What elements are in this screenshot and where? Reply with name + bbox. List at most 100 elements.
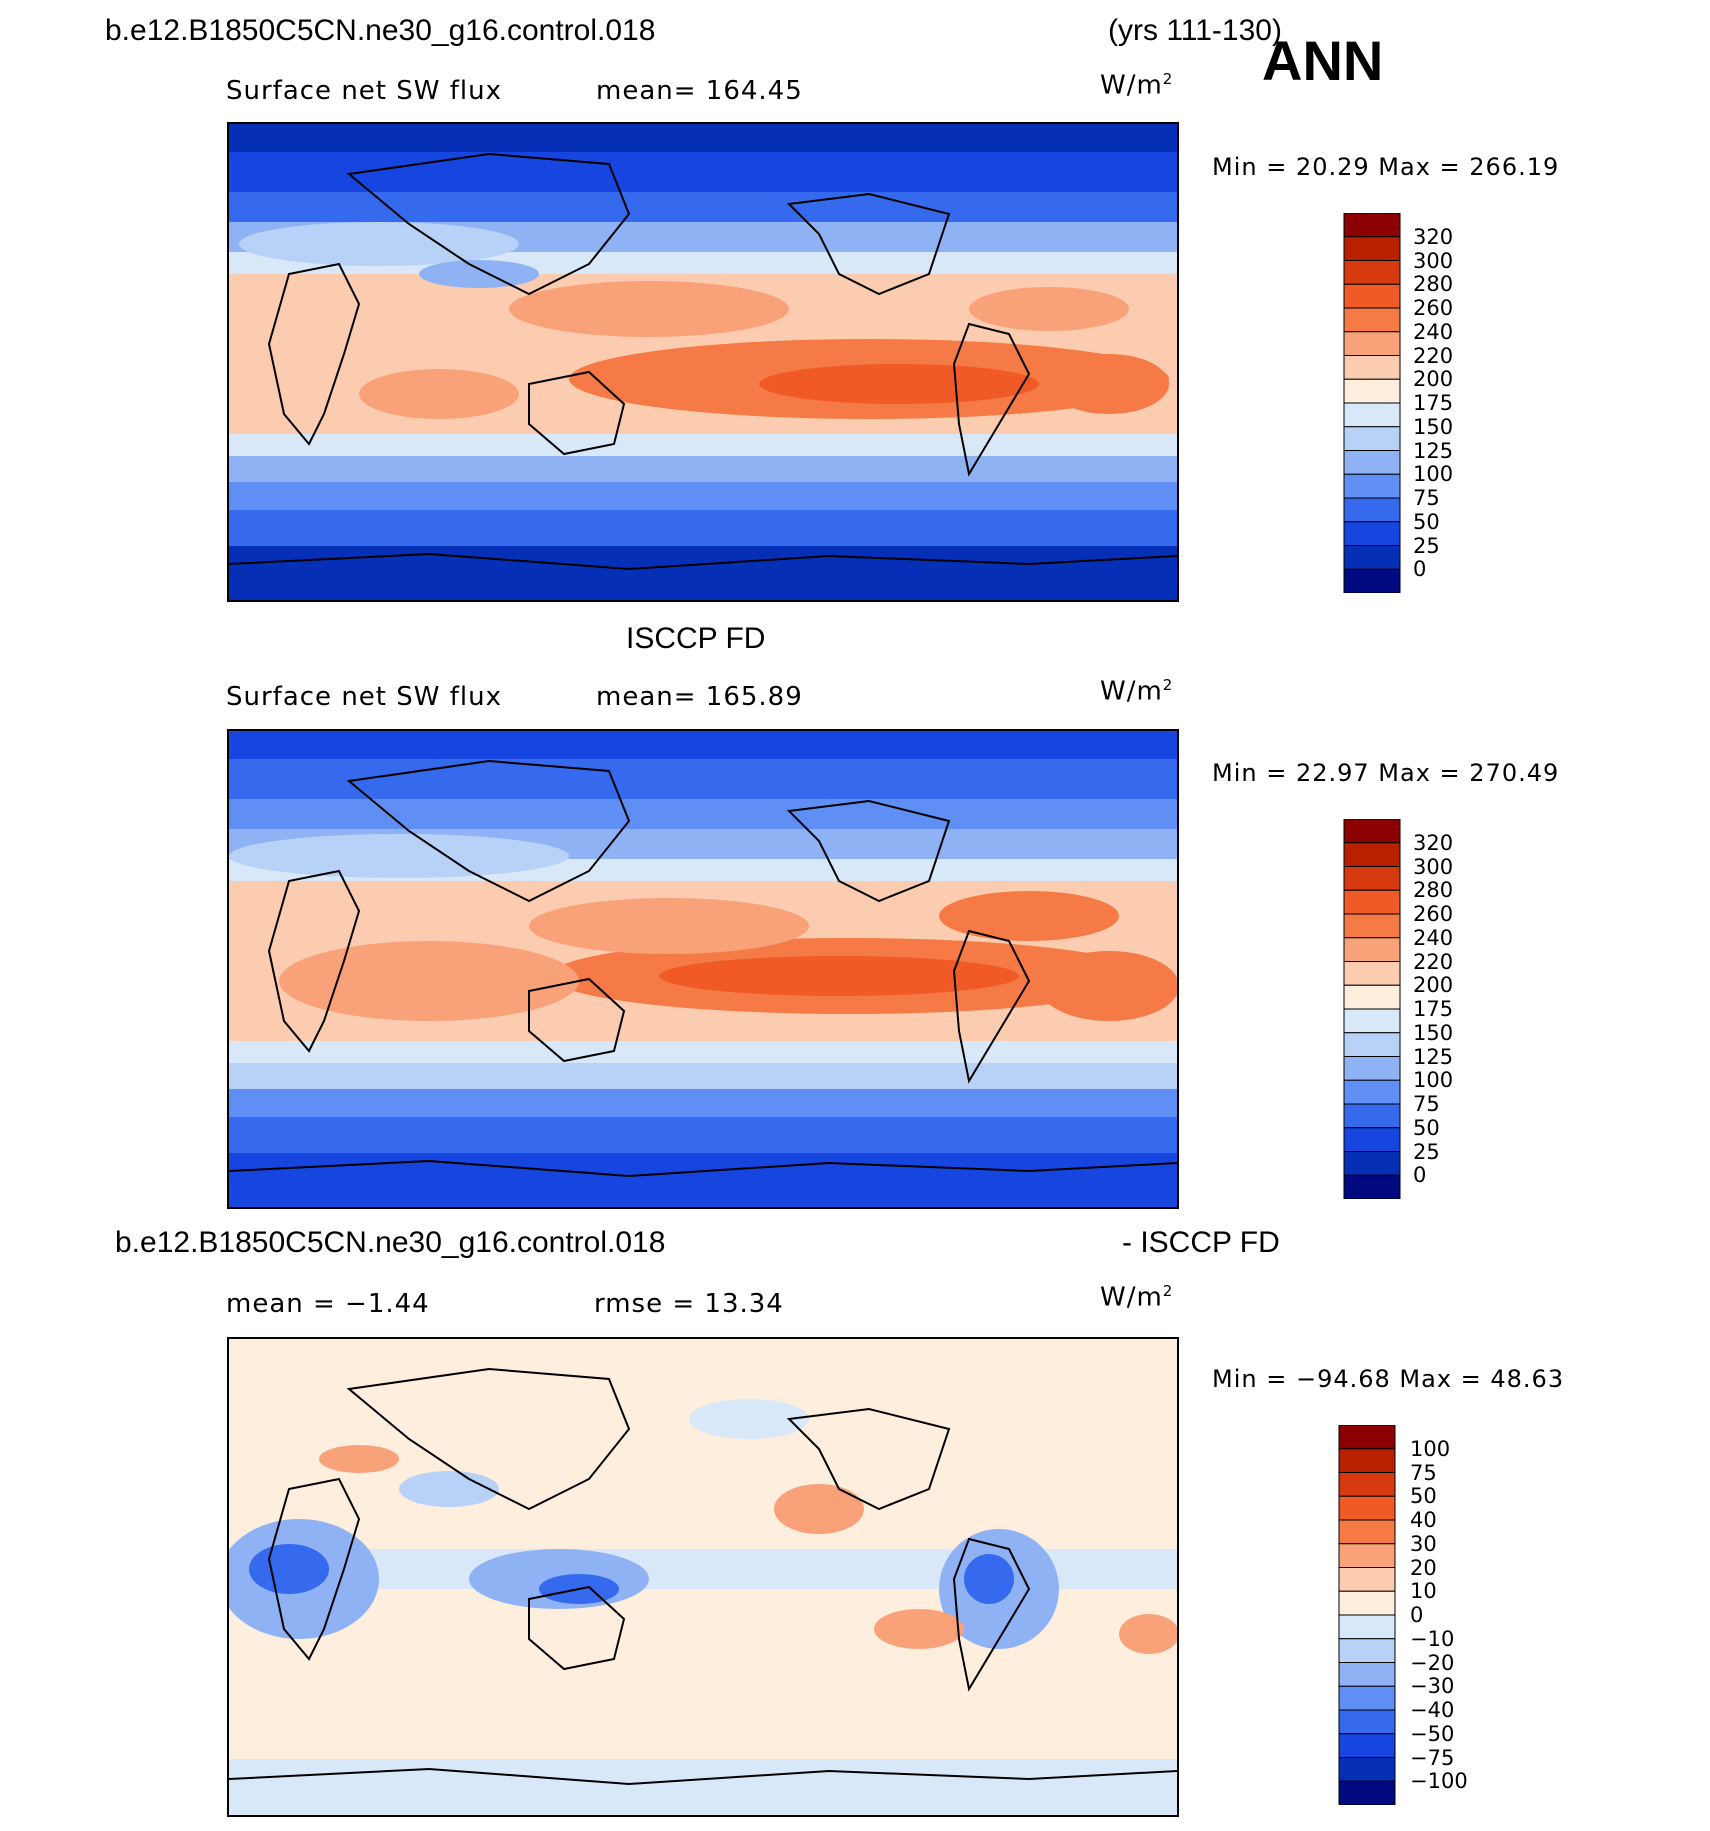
colorbar-box	[1343, 937, 1401, 962]
colorbar-tick-label: 150	[1413, 414, 1454, 439]
band-antarctic	[229, 1153, 1177, 1207]
colorbar-box	[1343, 1174, 1401, 1200]
colorbar-box	[1338, 1662, 1396, 1687]
colorbar-tick-label: 320	[1413, 830, 1454, 855]
panel1-mean: mean= 164.45	[596, 76, 803, 106]
panel1-colorbar	[1343, 212, 1403, 598]
panel2-colorbar-svg	[1343, 818, 1401, 1200]
colorbar-box	[1343, 889, 1401, 915]
colorbar-box	[1343, 307, 1401, 333]
panel1-colorbar-svg	[1343, 212, 1401, 594]
coast-namerica	[786, 192, 951, 296]
band-north-mid1	[229, 799, 1177, 829]
coast-asia	[346, 1367, 631, 1511]
coast-namerica	[786, 1407, 951, 1511]
colorbar-box	[1343, 1079, 1401, 1105]
panel3-units: W/m2	[1100, 1282, 1173, 1313]
panel1-map	[227, 122, 1179, 602]
colorbar-box	[1338, 1472, 1396, 1497]
colorbar-tick-label: −100	[1410, 1769, 1468, 1794]
band-north-mid1	[229, 192, 1177, 222]
coast-australia	[528, 977, 626, 1063]
colorbar-box	[1343, 1103, 1401, 1129]
panel2-units: W/m2	[1100, 676, 1173, 707]
coast-namerica	[786, 799, 951, 903]
colorbar-tick-label: 100	[1410, 1436, 1451, 1461]
colorbar-box	[1343, 1008, 1401, 1034]
panel1-map-svg	[229, 124, 1177, 600]
band-antarctic	[229, 546, 1177, 600]
panel3-units-sup: 2	[1162, 1282, 1174, 1300]
colorbar-tick-label: 125	[1413, 1044, 1454, 1069]
season-label: ANN	[1262, 29, 1384, 92]
panel3-title-right: - ISCCP FD	[1122, 1226, 1280, 1259]
band-south-mid1	[229, 456, 1177, 482]
band-south-neg	[229, 1759, 1177, 1815]
colorbar-box	[1343, 818, 1401, 844]
panel1-units-base: W/m	[1100, 70, 1163, 101]
coast-antarctica	[229, 1159, 1177, 1178]
colorbar-box	[1343, 355, 1401, 380]
colorbar-tick-label: 30	[1410, 1531, 1437, 1556]
colorbar-tick-label: 280	[1413, 878, 1454, 903]
coast-samerica	[952, 1537, 1031, 1692]
colorbar-box	[1343, 961, 1401, 986]
panel3-minmax: Min = −94.68 Max = 48.63	[1212, 1365, 1565, 1393]
colorbar-tick-label: 220	[1413, 343, 1454, 368]
colorbar-tick-label: 220	[1413, 949, 1454, 974]
band-north-high	[229, 759, 1177, 799]
panel2-map	[227, 729, 1179, 1209]
pos-med	[319, 1445, 399, 1473]
colorbar-box	[1343, 450, 1401, 475]
colorbar-tick-label: 260	[1413, 902, 1454, 926]
colorbar-tick-label: 300	[1413, 854, 1454, 879]
colorbar-box	[1338, 1495, 1396, 1521]
neg-samerica-core	[964, 1554, 1014, 1604]
colorbar-tick-label: 240	[1413, 925, 1454, 950]
colorbar-tick-label: 25	[1413, 1139, 1440, 1164]
colorbar-tick-label: 75	[1410, 1460, 1437, 1485]
colorbar-tick-label: 25	[1413, 533, 1440, 558]
panel1-variable: Surface net SW flux	[226, 76, 502, 106]
colorbar-tick-label: 300	[1413, 248, 1454, 273]
panel1-units-sup: 2	[1162, 70, 1174, 88]
colorbar-box	[1338, 1685, 1396, 1711]
colorbar-box	[1338, 1448, 1396, 1473]
coast-asia	[346, 759, 631, 903]
pos-peru	[874, 1609, 964, 1649]
max-pacific-core	[659, 956, 1019, 996]
band-arctic	[229, 731, 1177, 759]
colorbar-tick-label: 40	[1410, 1508, 1437, 1532]
colorbar-tick-label: 320	[1413, 224, 1454, 249]
band-south-mid2	[229, 1089, 1177, 1117]
panel3-colorbar-svg	[1338, 1424, 1396, 1806]
colorbar-box	[1338, 1638, 1396, 1663]
colorbar-tick-label: 0	[1413, 557, 1427, 582]
colorbar-tick-label: 10	[1410, 1579, 1437, 1604]
low-eu	[229, 834, 569, 878]
colorbar-box	[1343, 283, 1401, 309]
band-south-mid2	[229, 482, 1177, 510]
colorbar-tick-label: 75	[1413, 486, 1440, 510]
panel3-map	[227, 1337, 1179, 1817]
colorbar-box	[1338, 1614, 1396, 1640]
neg-africa-core	[249, 1544, 329, 1594]
colorbar-box	[1343, 212, 1401, 238]
coast-samerica	[952, 322, 1031, 477]
neg-arctic	[689, 1399, 809, 1439]
colorbar-box	[1338, 1780, 1396, 1806]
colorbar-box	[1343, 378, 1401, 404]
colorbar-tick-label: −50	[1410, 1721, 1455, 1746]
colorbar-tick-label: 100	[1413, 1068, 1454, 1093]
panel2-mean: mean= 165.89	[596, 682, 803, 712]
panel2-units-base: W/m	[1100, 676, 1163, 707]
panel1-minmax: Min = 20.29 Max = 266.19	[1212, 153, 1560, 181]
colorbar-tick-label: 150	[1413, 1020, 1454, 1045]
max-pacific-core	[759, 364, 1039, 404]
colorbar-tick-label: 200	[1413, 973, 1454, 998]
colorbar-box	[1343, 1032, 1401, 1057]
colorbar-box	[1338, 1733, 1396, 1758]
colorbar-box	[1338, 1567, 1396, 1592]
panel3-title-left: b.e12.B1850C5CN.ne30_g16.control.018	[115, 1226, 666, 1259]
coast-africa	[267, 262, 361, 446]
